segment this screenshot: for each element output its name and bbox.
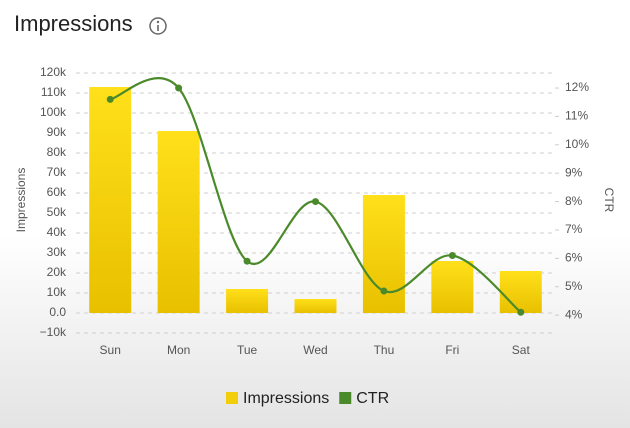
bar — [294, 299, 337, 313]
y-tick-label: 20k — [47, 265, 67, 279]
legend-label: Impressions — [243, 390, 329, 407]
y-tick-label: 10k — [47, 285, 67, 299]
legend-item[interactable]: Impressions — [226, 390, 329, 407]
y2-axis-label: CTR — [602, 188, 616, 213]
y-tick-label: 110k — [41, 85, 67, 99]
legend-label: CTR — [356, 390, 389, 407]
point — [312, 198, 319, 206]
y-tick-label: 50k — [47, 205, 67, 219]
y2-tick-label: 12% — [565, 80, 589, 94]
y2-tick-label: 8% — [565, 194, 583, 208]
x-tick-label: Fri — [445, 343, 459, 357]
y-tick-label: 40k — [47, 225, 67, 239]
y-tick-label: −10k — [40, 325, 67, 339]
x-tick-label: Sat — [512, 343, 531, 357]
x-tick-label: Thu — [374, 343, 395, 357]
point — [448, 252, 456, 260]
y-tick-label: 70k — [47, 165, 67, 179]
y2-tick-label: 4% — [565, 307, 583, 321]
y2-tick-label: 7% — [565, 222, 583, 236]
legend-item[interactable]: CTR — [339, 390, 389, 407]
bar — [89, 87, 132, 313]
info-icon[interactable] — [149, 17, 167, 35]
x-tick-label: Mon — [167, 343, 190, 357]
y2-tick-label: 5% — [565, 279, 583, 293]
point — [243, 257, 251, 265]
x-tick-label: Wed — [303, 343, 327, 357]
x-tick-label: Sun — [100, 343, 121, 357]
y2-tick-label: 10% — [565, 137, 589, 151]
y-tick-label: 90k — [47, 125, 67, 139]
y-tick-label: 0.0 — [49, 305, 66, 319]
y-axis-label: Impressions — [14, 168, 28, 233]
point — [380, 287, 388, 295]
y2-tick-label: 6% — [565, 251, 583, 265]
y2-tick-label: 9% — [565, 165, 583, 179]
legend-swatch — [339, 392, 352, 404]
bar — [499, 271, 542, 313]
x-tick-label: Tue — [237, 343, 258, 357]
y-tick-label: 60k — [47, 185, 67, 199]
y-tick-label: 100k — [40, 105, 67, 119]
y-tick-label: 80k — [47, 145, 67, 159]
point — [106, 95, 114, 103]
bar — [157, 131, 200, 313]
point — [175, 84, 183, 92]
y2-tick-label: 11% — [565, 109, 588, 123]
bar — [362, 195, 405, 313]
bar — [226, 289, 269, 313]
point — [517, 308, 525, 316]
bar — [431, 261, 474, 313]
y-tick-label: 30k — [47, 245, 67, 259]
y-tick-label: 120k — [40, 65, 67, 79]
chart-title: Impressions — [14, 11, 133, 36]
legend-swatch — [226, 392, 238, 404]
